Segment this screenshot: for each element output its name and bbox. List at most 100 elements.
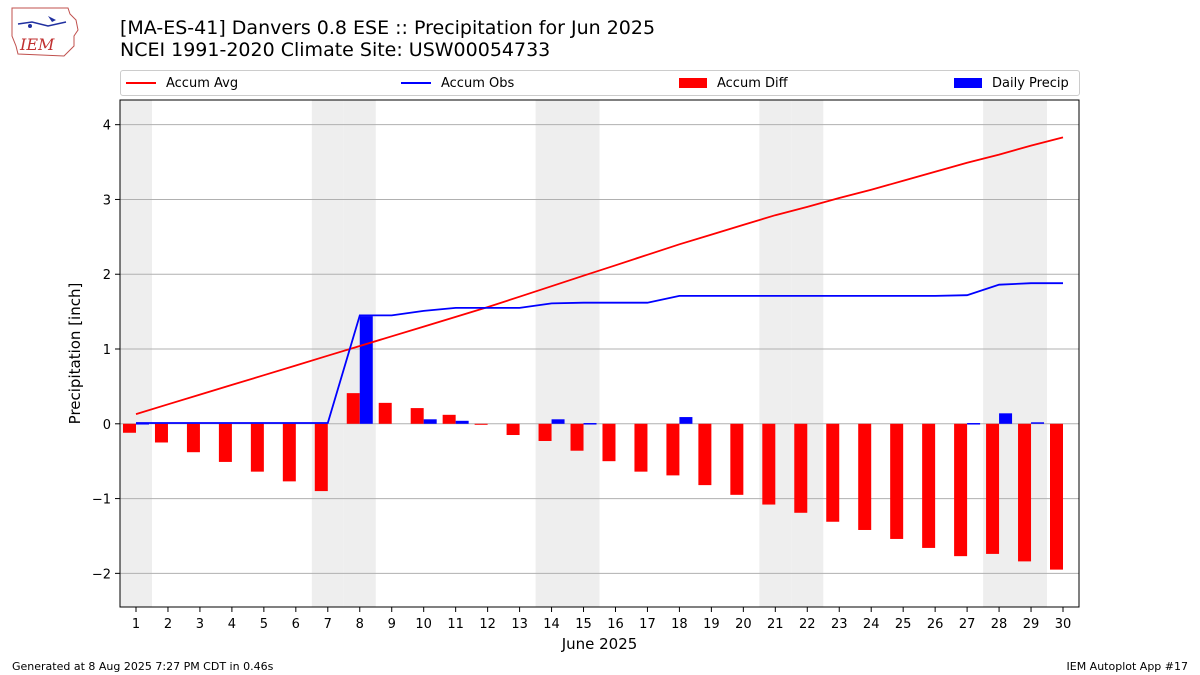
- iem-logo: IEM: [8, 6, 80, 58]
- daily-precip-bar: [583, 423, 597, 425]
- x-tick-label: 5: [260, 617, 268, 632]
- legend-swatch-accum-avg: [126, 82, 156, 84]
- accum-diff-bar: [474, 423, 488, 425]
- weekend-shade-day-21: [759, 100, 792, 607]
- accum-diff-bar: [186, 423, 200, 453]
- daily-precip-bar: [359, 316, 373, 424]
- accum-diff-bar: [506, 423, 520, 436]
- y-tick-label: 1: [103, 343, 111, 358]
- y-tick-label: 0: [103, 418, 111, 433]
- title-line-1: [MA-ES-41] Danvers 0.8 ESE :: Precipitat…: [120, 17, 656, 39]
- accum-diff-bar: [442, 414, 456, 424]
- x-tick-label: 14: [543, 617, 560, 632]
- accum-diff-bar: [378, 402, 392, 424]
- accum-diff-bar: [794, 423, 808, 513]
- legend-swatch-accum-diff: [679, 78, 707, 88]
- plot-frame: [119, 99, 1080, 608]
- generated-note: Generated at 8 Aug 2025 7:27 PM CDT in 0…: [12, 660, 274, 673]
- y-tick-label: 3: [103, 193, 111, 208]
- x-tick-label: 21: [767, 617, 784, 632]
- accum-diff-bar: [218, 423, 232, 462]
- daily-precip-bar: [999, 413, 1013, 424]
- daily-precip-bar: [551, 419, 565, 424]
- x-tick-label: 6: [292, 617, 300, 632]
- x-tick-label: 20: [735, 617, 752, 632]
- accum-diff-bar: [986, 423, 1000, 554]
- y-tick-label: 4: [103, 119, 111, 134]
- x-tick-label: 17: [639, 617, 656, 632]
- x-tick-label: 3: [196, 617, 204, 632]
- legend-item-daily-precip: Daily Precip: [954, 71, 1069, 95]
- y-axis-label: Precipitation [inch]: [66, 283, 84, 425]
- accum-diff-bar: [282, 423, 296, 482]
- x-tick-label: 8: [356, 617, 364, 632]
- accum-avg-line: [135, 136, 1064, 415]
- accum-diff-bar: [346, 393, 360, 424]
- x-tick-label: 13: [511, 617, 528, 632]
- y-tick-label: 2: [103, 268, 111, 283]
- weekend-shade-day-14: [535, 100, 568, 607]
- accum-diff-bar: [858, 423, 872, 530]
- accum-diff-bar: [634, 423, 648, 472]
- weekend-shade-day-1: [120, 100, 152, 607]
- lines: [135, 136, 1064, 424]
- x-tick-label: 18: [671, 617, 688, 632]
- x-tick-label: 2: [164, 617, 172, 632]
- x-tick-label: 1: [132, 617, 140, 632]
- y-tick-label: −2: [92, 567, 111, 582]
- x-tick-label: 29: [1023, 617, 1040, 632]
- x-axis-label: June 2025: [561, 635, 638, 653]
- x-tick-label: 27: [959, 617, 976, 632]
- legend-swatch-daily-precip: [954, 78, 982, 88]
- accum-diff-bar: [762, 423, 776, 505]
- x-tick-label: 30: [1055, 617, 1072, 632]
- legend-item-accum-obs: Accum Obs: [401, 71, 514, 95]
- legend-item-accum-diff: Accum Diff: [679, 71, 788, 95]
- x-tick-label: 25: [895, 617, 912, 632]
- title-line-2: NCEI 1991-2020 Climate Site: USW00054733: [120, 39, 551, 61]
- accum-diff-bar: [666, 423, 680, 476]
- accum-diff-bar: [314, 423, 328, 492]
- y-tick-label: −1: [92, 493, 111, 508]
- accum-diff-bar: [250, 423, 264, 472]
- x-tick-label: 7: [324, 617, 332, 632]
- app-note: IEM Autoplot App #17: [1066, 660, 1189, 673]
- daily-precip-bar: [679, 417, 693, 424]
- bars: [123, 316, 1063, 570]
- weekend-shade-day-15: [567, 100, 600, 607]
- accum-diff-bar: [154, 423, 168, 443]
- x-tick-label: 10: [415, 617, 432, 632]
- accum-obs-line: [136, 282, 1063, 424]
- legend-label-accum-obs: Accum Obs: [441, 75, 515, 91]
- accum-diff-bar: [890, 423, 904, 539]
- legend-swatch-accum-obs: [401, 82, 431, 84]
- accum-diff-bar: [123, 423, 136, 433]
- accum-diff-bar: [602, 423, 616, 462]
- x-tick-label: 16: [607, 617, 624, 632]
- accum-diff-bar: [826, 423, 840, 522]
- legend-label-accum-diff: Accum Diff: [717, 75, 788, 91]
- legend-item-accum-avg: Accum Avg: [126, 71, 238, 95]
- accum-diff-bar: [1018, 423, 1032, 562]
- accum-diff-bar: [954, 423, 968, 557]
- daily-precip-bar: [1031, 422, 1045, 424]
- chart-title: [MA-ES-41] Danvers 0.8 ESE :: Precipitat…: [120, 17, 655, 61]
- weekend-shade-day-22: [791, 100, 824, 607]
- daily-precip-bar: [967, 423, 981, 425]
- legend: Accum Avg Accum Obs Accum Diff Daily Pre…: [120, 70, 1080, 96]
- x-tick-label: 28: [991, 617, 1008, 632]
- accum-diff-bar: [922, 423, 936, 548]
- x-tick-label: 9: [388, 617, 396, 632]
- x-tick-label: 26: [927, 617, 944, 632]
- x-tick-label: 19: [703, 617, 720, 632]
- legend-label-accum-avg: Accum Avg: [166, 75, 239, 91]
- x-tick-label: 24: [863, 617, 880, 632]
- accum-diff-bar: [570, 423, 584, 451]
- legend-label-daily-precip: Daily Precip: [992, 75, 1069, 91]
- accum-diff-bar: [730, 423, 744, 495]
- x-tick-label: 4: [228, 617, 236, 632]
- svg-text:IEM: IEM: [19, 35, 55, 54]
- x-tick-label: 11: [447, 617, 464, 632]
